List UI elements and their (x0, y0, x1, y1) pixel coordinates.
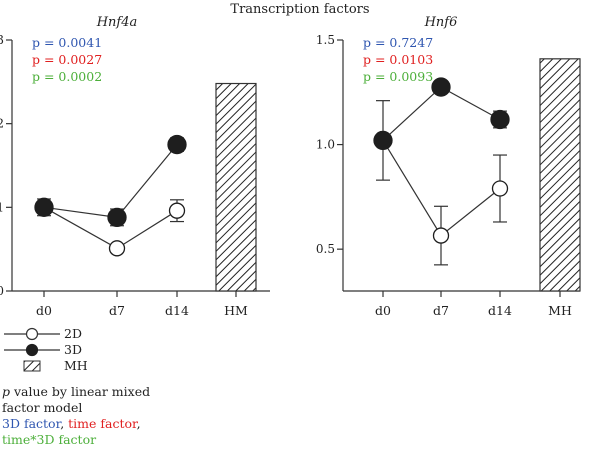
x-tick-label: d7 (109, 303, 125, 318)
data-point-3d (490, 109, 510, 130)
y-tick-label: 0.5 (316, 242, 335, 256)
x-tick-label: d14 (488, 303, 512, 318)
note-factor-time: time factor (68, 416, 137, 431)
pvalue-label: p = 0.0002 (32, 69, 102, 84)
data-point-3d (373, 130, 393, 151)
pvalue-label: p = 0.0041 (32, 35, 102, 50)
reference-bar (539, 58, 581, 292)
legend-item-mh: MH (2, 358, 262, 374)
hatched-box-icon (23, 360, 41, 372)
data-point-2d (432, 227, 450, 244)
panel-hnf6: 0.5 1.0 1.5 d0 d7 d14 MH Hnf6 p = 0.7247 p = 0.01… (316, 15, 581, 318)
open-circle-marker-icon (4, 327, 60, 341)
pvalue-label: p = 0.0093 (363, 69, 433, 84)
series-line-3d (43, 144, 178, 219)
x-tick-label: d0 (375, 303, 391, 318)
data-point-3d (107, 207, 127, 228)
panel-title: Hnf4a (96, 15, 138, 30)
y-tick-label: 1.0 (316, 138, 335, 152)
x-tick-label: d7 (433, 303, 449, 318)
note-p-rest: value by linear mixed (10, 384, 151, 399)
data-point-3d (167, 134, 187, 155)
panel-hnf4a: 0 1 2 3 d0 d7 d14 HM Hnf4a p = 0.0041 p = 0.0027 p … (0, 15, 270, 318)
note-p-symbol: p (2, 384, 11, 399)
legend-item-2d: 2D (2, 326, 262, 342)
data-point-2d (491, 180, 509, 197)
figure-title: Transcription factors (230, 2, 369, 17)
x-tick-label: MH (548, 303, 572, 318)
note-line-3: 3D factor, time factor, (2, 416, 262, 432)
pvalue-note: p value by linear mixed factor model 3D … (2, 384, 262, 448)
y-tick-label: 1 (0, 200, 4, 214)
data-point-2d (168, 202, 186, 219)
note-factor-interaction: time*3D factor (2, 432, 97, 447)
note-sep-1: , (60, 416, 69, 431)
legend-label-3d: 3D (64, 342, 82, 357)
legend-label-mh: MH (64, 358, 88, 373)
y-tick-label: 1.5 (316, 33, 335, 47)
legend: 2D 3D MH p value by linear mixed factor … (2, 326, 262, 448)
data-point-2d (108, 240, 126, 257)
data-point-3d (34, 197, 54, 217)
pvalue-label: p = 0.7247 (363, 35, 433, 50)
note-line-2: factor model (2, 400, 83, 415)
note-line-1: p value by linear mixed (2, 384, 262, 400)
note-sep-2: , (136, 416, 141, 431)
x-tick-label: d14 (165, 303, 189, 318)
legend-item-3d: 3D (2, 342, 262, 358)
pvalue-label: p = 0.0027 (32, 52, 102, 67)
y-tick-label: 3 (0, 33, 4, 47)
filled-circle-marker-icon (4, 343, 60, 357)
data-point-3d (431, 77, 451, 97)
y-tick-label: 0 (0, 284, 4, 298)
panel-title: Hnf6 (424, 15, 458, 30)
reference-bar (215, 82, 257, 292)
legend-label-2d: 2D (64, 326, 82, 341)
x-tick-label: HM (224, 303, 248, 318)
x-tick-label: d0 (36, 303, 52, 318)
pvalue-label: p = 0.0103 (363, 52, 433, 67)
note-factor-3d: 3D factor (2, 416, 61, 431)
y-tick-label: 2 (0, 117, 4, 131)
